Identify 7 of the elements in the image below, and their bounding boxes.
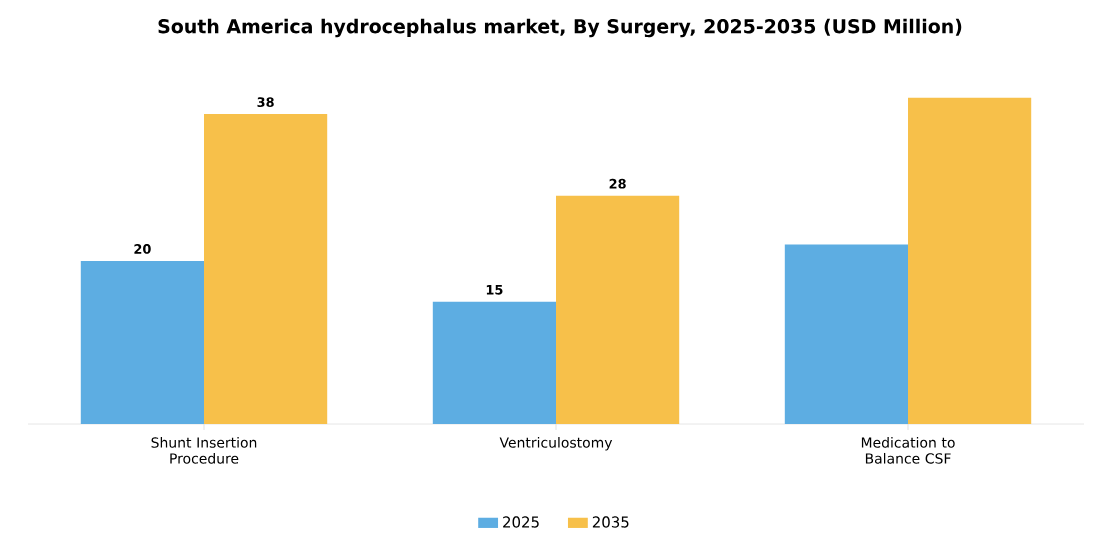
bar — [432, 301, 556, 424]
bar — [784, 244, 909, 424]
bar — [556, 195, 680, 424]
chart-title: South America hydrocephalus market, By Surgery, 2025-2035 (USD Million) — [158, 18, 962, 38]
bar — [204, 114, 328, 424]
bar — [908, 97, 1032, 424]
bar — [80, 260, 204, 424]
